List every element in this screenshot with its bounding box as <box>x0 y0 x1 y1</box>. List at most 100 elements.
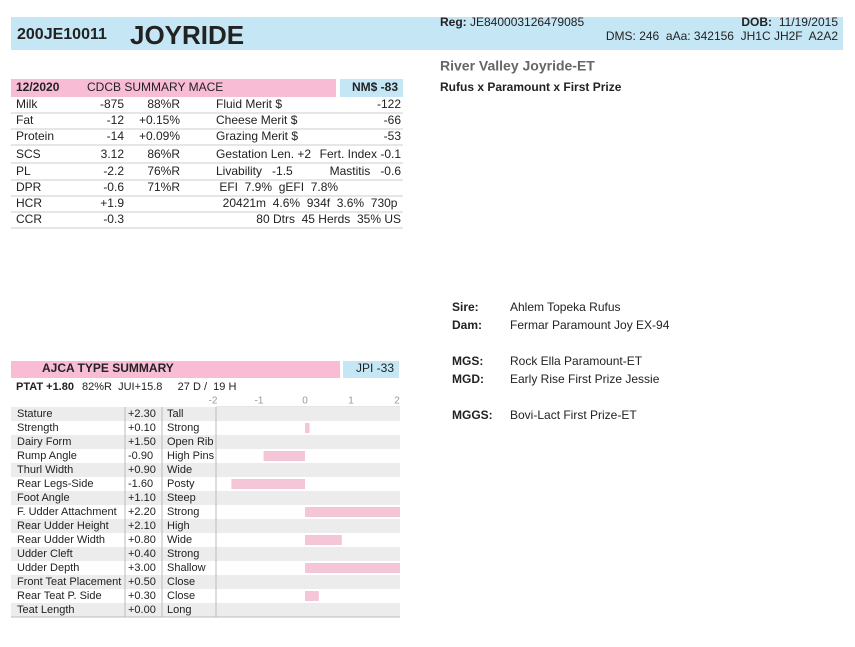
trait-value: +2.30 <box>128 408 156 420</box>
full-name: River Valley Joyride-ET <box>440 58 595 74</box>
row-mid: 20421m 4.6% 934f 3.6% 730p <box>216 196 398 210</box>
row-name: Protein <box>16 129 54 143</box>
row-name: PL <box>16 164 31 178</box>
trait-bar <box>305 507 400 517</box>
bull-name: JOYRIDE <box>130 20 244 50</box>
row-shade <box>11 519 400 533</box>
trait-bar <box>263 451 305 461</box>
row-rel: +0.15% <box>139 113 180 127</box>
row-value: -0.3 <box>103 212 124 226</box>
ped-value: Fermar Paramount Joy EX-94 <box>510 318 670 332</box>
trait-value: +1.50 <box>128 436 156 448</box>
bull-id: 200JE10011 <box>17 26 107 43</box>
ped-value: Bovi-Lact First Prize-ET <box>510 408 637 422</box>
ptat-rest: 82%R JUI+15.8 27 D / 19 H <box>82 381 236 393</box>
trait-name: Rear Legs-Side <box>17 478 93 490</box>
type-title: AJCA TYPE SUMMARY <box>42 361 174 375</box>
trait-desc: Strong <box>167 548 199 560</box>
trait-desc: Shallow <box>167 562 206 574</box>
ped-label: Sire: <box>452 300 479 314</box>
trait-desc: Posty <box>167 478 195 490</box>
dob: 11/19/2015 <box>779 15 838 29</box>
nm: NM$ -83 <box>352 80 398 94</box>
trait-name: Rear Udder Height <box>17 520 109 532</box>
ped-value: Rock Ella Paramount-ET <box>510 354 643 368</box>
row-shade <box>11 575 400 589</box>
pedigree-line: Rufus x Paramount x First Prize <box>440 80 622 94</box>
trait-value: +0.10 <box>128 422 156 434</box>
trait-name: Front Teat Placement <box>17 576 121 588</box>
trait-value: -0.90 <box>128 450 153 462</box>
trait-value: +0.50 <box>128 576 156 588</box>
row-name: DPR <box>16 180 42 194</box>
type-head <box>11 361 340 378</box>
row-rel: +0.09% <box>139 129 180 143</box>
reg-label: Reg: <box>440 15 467 29</box>
trait-value: +0.00 <box>128 604 156 616</box>
trait-value: -1.60 <box>128 478 153 490</box>
row-shade <box>11 435 400 449</box>
row-rel: 86%R <box>147 147 180 161</box>
trait-desc: Wide <box>167 464 192 476</box>
summary-title: CDCB SUMMARY MACE <box>87 80 223 94</box>
row-right: -53 <box>384 129 402 143</box>
trait-name: Foot Angle <box>17 492 70 504</box>
row-name: SCS <box>16 147 41 161</box>
row-right: -122 <box>377 97 401 111</box>
ptat: PTAT +1.80 <box>16 381 74 393</box>
row-value: -0.6 <box>103 180 124 194</box>
row-shade <box>11 407 400 421</box>
jpi-head <box>343 361 399 378</box>
nm-head <box>340 79 403 97</box>
trait-name: Udder Cleft <box>17 548 73 560</box>
trait-name: Rump Angle <box>17 450 77 462</box>
trait-value: +0.30 <box>128 590 156 602</box>
trait-desc: Wide <box>167 534 192 546</box>
row-mid: EFI 7.9% gEFI 7.8% <box>216 180 338 194</box>
trait-desc: Tall <box>167 408 184 420</box>
trait-value: +3.00 <box>128 562 156 574</box>
row-value: -12 <box>107 113 125 127</box>
axis-tick-label: 0 <box>302 396 308 407</box>
row-name: HCR <box>16 196 42 210</box>
trait-name: Udder Depth <box>17 562 79 574</box>
trait-desc: High Pins <box>167 450 215 462</box>
trait-name: Dairy Form <box>17 436 71 448</box>
row-name: Fat <box>16 113 34 127</box>
row-mid: Cheese Merit $ <box>216 113 298 127</box>
trait-desc: Long <box>167 604 191 616</box>
trait-name: F. Udder Attachment <box>17 506 117 518</box>
trait-bar <box>305 423 310 433</box>
trait-desc: Close <box>167 576 195 588</box>
row-name: Milk <box>16 97 38 111</box>
row-right: 80 Dtrs 45 Herds 35% US <box>256 212 401 226</box>
row-shade <box>11 547 400 561</box>
trait-value: +1.10 <box>128 492 156 504</box>
trait-name: Stature <box>17 408 52 420</box>
trait-name: Rear Teat P. Side <box>17 590 102 602</box>
row-mid: Livability -1.5 <box>216 164 293 178</box>
summary-date: 12/2020 <box>16 80 60 94</box>
ped-label: MGD: <box>452 372 484 386</box>
reg: JE840003126479085 <box>470 15 584 29</box>
jpi: JPI -33 <box>356 361 394 375</box>
row-shade <box>11 603 400 617</box>
summary-head <box>11 79 336 97</box>
trait-name: Strength <box>17 422 59 434</box>
axis-tick-label: 1 <box>348 396 354 407</box>
row-name: CCR <box>16 212 42 226</box>
trait-value: +0.90 <box>128 464 156 476</box>
row-rel: 88%R <box>147 97 180 111</box>
trait-value: +0.40 <box>128 548 156 560</box>
trait-value: +0.80 <box>128 534 156 546</box>
trait-bar <box>305 563 400 573</box>
trait-bar <box>305 535 342 545</box>
ped-label: MGS: <box>452 354 483 368</box>
trait-desc: Strong <box>167 422 199 434</box>
ped-value: Early Rise First Prize Jessie <box>510 372 660 386</box>
row-mid: Fluid Merit $ <box>216 97 282 111</box>
trait-desc: High <box>167 520 190 532</box>
trait-value: +2.20 <box>128 506 156 518</box>
trait-name: Rear Udder Width <box>17 534 105 546</box>
